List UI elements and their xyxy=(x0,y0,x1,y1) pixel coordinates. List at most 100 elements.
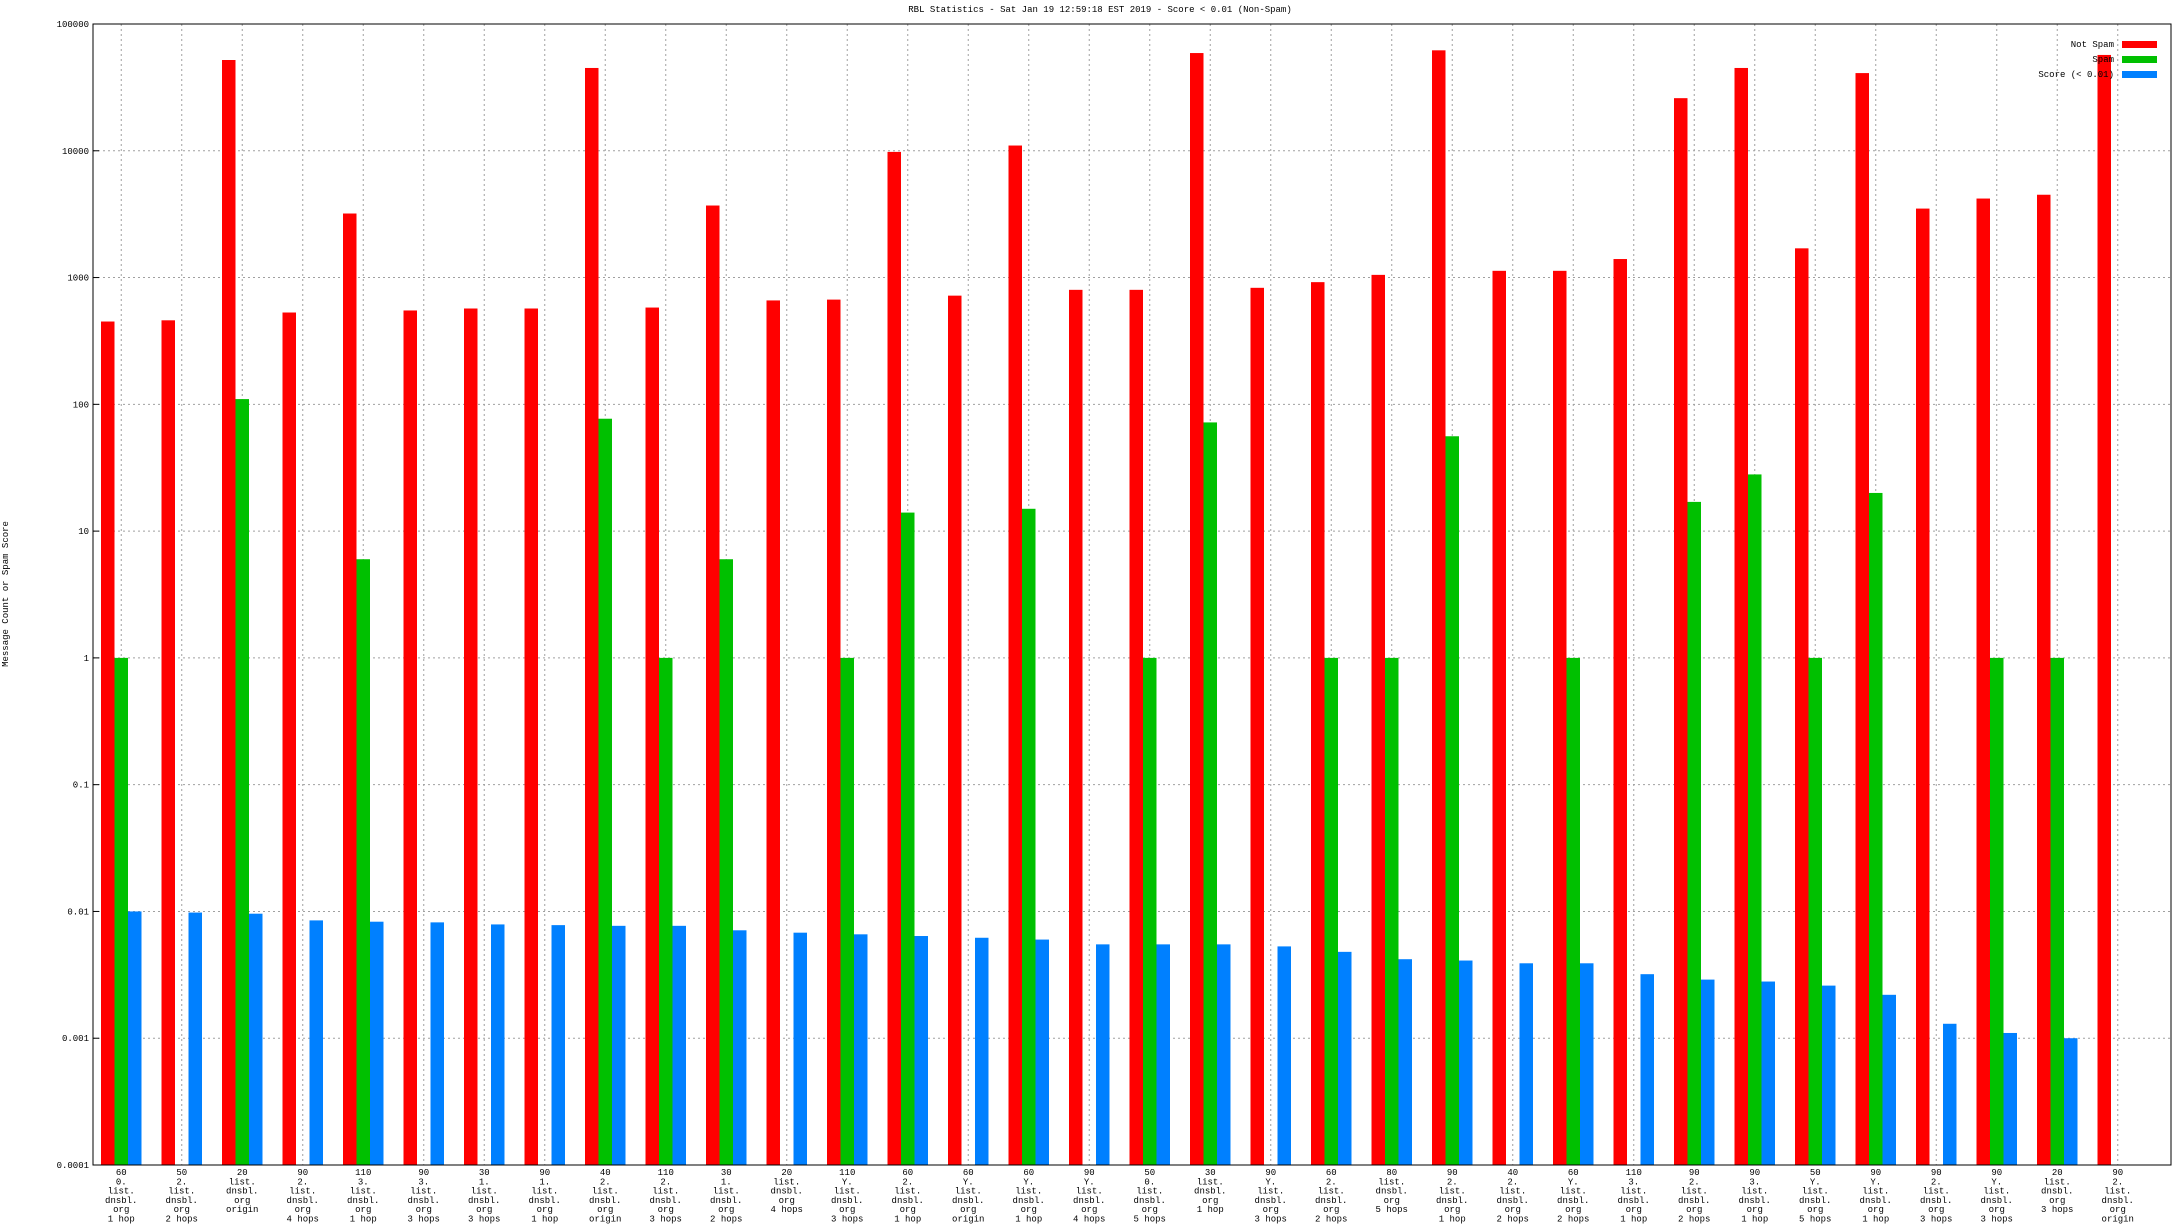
x-tick-label: 90 Y. list. dnsbl. org 4 hops xyxy=(1073,1168,1105,1224)
bar xyxy=(1398,959,1412,1165)
legend-swatch xyxy=(2122,41,2157,48)
bar xyxy=(1008,145,1022,1166)
bar xyxy=(356,559,370,1165)
bar xyxy=(1385,657,1399,1165)
legend-swatch xyxy=(2122,56,2157,63)
bar xyxy=(235,399,249,1165)
bar xyxy=(1096,944,1110,1165)
bar xyxy=(612,925,626,1165)
bar xyxy=(854,934,868,1165)
x-tick-label: 60 2. list. dnsbl. org 1 hop xyxy=(892,1168,924,1224)
x-tick-label: 90 2. list. dnsbl. org 1 hop xyxy=(1436,1168,1468,1224)
legend-label: Not Spam xyxy=(2071,40,2114,50)
bar xyxy=(719,559,733,1165)
bar xyxy=(1324,657,1338,1165)
legend-swatch xyxy=(2122,71,2157,78)
bar xyxy=(1069,289,1083,1166)
x-tick-label: 90 2. list. dnsbl. org 4 hops xyxy=(287,1168,319,1224)
bar xyxy=(1976,198,1990,1166)
bar xyxy=(1761,981,1775,1165)
x-tick-label: 110 Y. list. dnsbl. org 3 hops xyxy=(831,1168,863,1224)
x-tick-label: 90 Y. list. dnsbl. org 1 hop xyxy=(1860,1168,1892,1224)
y-tick-label: 0.0001 xyxy=(57,1161,89,1171)
bar xyxy=(1990,657,2004,1165)
bar xyxy=(524,308,538,1165)
bar xyxy=(491,924,505,1165)
bar xyxy=(1156,944,1170,1165)
bar xyxy=(1613,259,1627,1165)
bar xyxy=(1822,985,1836,1165)
bar xyxy=(114,657,128,1165)
x-tick-label: 60 0. list. dnsbl. org 1 hop xyxy=(105,1168,137,1224)
x-tick-label: 90 Y. list. dnsbl. org 3 hops xyxy=(1981,1168,2013,1224)
bar xyxy=(1459,960,1473,1165)
bar xyxy=(1748,474,1762,1166)
x-tick-label: 50 Y. list. dnsbl. org 5 hops xyxy=(1799,1168,1831,1224)
bar xyxy=(733,930,747,1165)
bar xyxy=(827,299,841,1165)
x-tick-label: 110 3. list. dnsbl. org 1 hop xyxy=(1618,1168,1650,1224)
bar xyxy=(1432,50,1446,1166)
bar xyxy=(2050,657,2064,1165)
y-tick-label: 10 xyxy=(78,527,89,537)
bar xyxy=(1519,963,1533,1165)
bar xyxy=(551,925,565,1165)
bar xyxy=(659,657,673,1165)
bar xyxy=(1217,944,1231,1165)
x-tick-label: 80 list. dnsbl. org 5 hops xyxy=(1376,1168,1408,1215)
bar xyxy=(403,310,417,1165)
bar xyxy=(672,925,686,1165)
bar xyxy=(1701,979,1715,1165)
bar xyxy=(1674,98,1688,1166)
bar xyxy=(645,307,659,1166)
bar xyxy=(101,321,115,1165)
bar xyxy=(309,920,323,1165)
bar xyxy=(249,913,263,1165)
legend-label: Score (< 0.01) xyxy=(2038,70,2114,80)
x-tick-label: 90 Y. list. dnsbl. org 3 hops xyxy=(1255,1168,1287,1224)
bar xyxy=(1129,289,1143,1166)
x-tick-label: 50 0. list. dnsbl. org 5 hops xyxy=(1134,1168,1166,1224)
plot-frame xyxy=(92,23,2172,1166)
bar xyxy=(161,320,175,1165)
bar xyxy=(1916,208,1930,1165)
bar xyxy=(914,936,928,1165)
x-tick-label: 60 Y. list. dnsbl. org 1 hop xyxy=(1013,1168,1045,1224)
y-tick-label: 100 xyxy=(73,400,89,410)
y-tick-label: 10000 xyxy=(62,147,89,157)
bar xyxy=(1022,508,1036,1166)
x-tick-label: 90 2. list. dnsbl. org 2 hops xyxy=(1678,1168,1710,1224)
y-tick-label: 100000 xyxy=(57,20,89,30)
bar xyxy=(1566,657,1580,1165)
bar xyxy=(1553,270,1567,1165)
y-tick-label: 0.001 xyxy=(62,1034,89,1044)
x-tick-label: 30 1. list. dnsbl. org 3 hops xyxy=(468,1168,500,1224)
bar xyxy=(598,418,612,1166)
x-tick-label: 60 2. list. dnsbl. org 2 hops xyxy=(1315,1168,1347,1224)
x-tick-label: 20 list. dnsbl. org 3 hops xyxy=(2041,1168,2073,1215)
x-tick-label: 110 3. list. dnsbl. org 1 hop xyxy=(347,1168,379,1224)
chart-title: RBL Statistics - Sat Jan 19 12:59:18 EST… xyxy=(908,5,1291,15)
bar xyxy=(2037,194,2051,1165)
bar xyxy=(1250,287,1264,1165)
bar xyxy=(2097,54,2111,1166)
bar xyxy=(1808,657,1822,1165)
x-tick-label: 20 list. dnsbl. org origin xyxy=(226,1168,258,1215)
y-tick-label: 1000 xyxy=(67,274,89,284)
bar xyxy=(430,922,444,1165)
x-tick-label: 40 2. list. dnsbl. org 2 hops xyxy=(1497,1168,1529,1224)
y-tick-label: 0.01 xyxy=(67,907,89,917)
bar xyxy=(1277,946,1291,1165)
bar xyxy=(1943,1023,1957,1165)
bar xyxy=(1580,963,1594,1165)
bar xyxy=(343,213,357,1165)
bar xyxy=(1371,274,1385,1165)
bar xyxy=(2003,1032,2017,1165)
bar xyxy=(840,657,854,1165)
x-tick-label: 90 2. list. dnsbl. org origin xyxy=(2102,1168,2134,1224)
bar xyxy=(1203,422,1217,1165)
bar xyxy=(282,312,296,1166)
x-tick-label: 90 2. list. dnsbl. org 3 hops xyxy=(1920,1168,1952,1224)
bar xyxy=(1445,436,1459,1165)
